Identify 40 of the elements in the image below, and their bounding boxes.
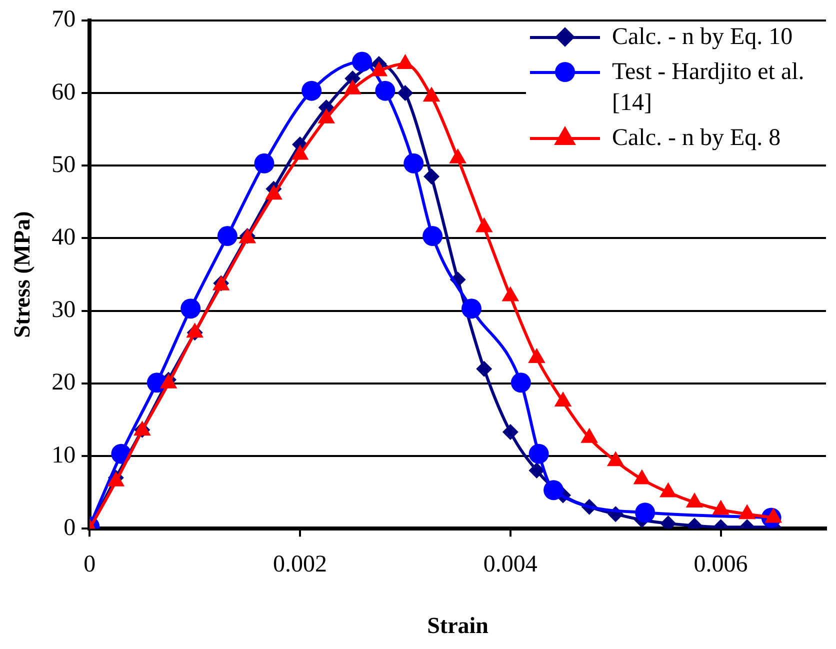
x-tick-label: 0.006 bbox=[694, 551, 748, 578]
point bbox=[254, 153, 274, 174]
point bbox=[633, 469, 651, 484]
point bbox=[764, 508, 782, 523]
legend-label: Calc. - n by Eq. 10 bbox=[612, 24, 793, 50]
point bbox=[422, 226, 443, 246]
point bbox=[424, 168, 440, 184]
point bbox=[397, 85, 414, 101]
legend-label: Calc. - n by Eq. 8 bbox=[612, 125, 781, 151]
point bbox=[635, 502, 656, 523]
point bbox=[738, 504, 756, 520]
point bbox=[404, 153, 424, 174]
point bbox=[606, 451, 624, 466]
x-tick-label: 0.002 bbox=[273, 551, 327, 578]
y-tick-label: 30 bbox=[52, 297, 76, 324]
x-tick-label: 0.004 bbox=[483, 551, 538, 578]
point bbox=[461, 298, 482, 319]
point bbox=[302, 80, 322, 101]
point bbox=[712, 500, 730, 515]
y-tick-label: 20 bbox=[52, 370, 76, 396]
y-tick-label: 40 bbox=[52, 224, 76, 250]
point bbox=[375, 80, 396, 101]
point bbox=[476, 360, 492, 377]
y-tick-label: 50 bbox=[52, 152, 76, 178]
point bbox=[180, 298, 201, 319]
legend-label: Test - Hardjito et al. [14] bbox=[612, 59, 804, 116]
x-tick-label: 0 bbox=[84, 551, 96, 578]
y-tick-label: 60 bbox=[52, 79, 76, 106]
point bbox=[528, 444, 549, 464]
point bbox=[544, 480, 564, 500]
y-tick-label: 0 bbox=[64, 514, 76, 541]
point bbox=[510, 372, 531, 393]
point bbox=[217, 226, 238, 246]
point bbox=[502, 424, 518, 440]
y-tick-label: 70 bbox=[52, 6, 76, 33]
y-tick-label: 10 bbox=[52, 442, 76, 468]
point bbox=[352, 52, 372, 72]
point bbox=[528, 462, 545, 479]
x-axis-title: Strain bbox=[427, 613, 489, 638]
y-axis-title: Stress (MPa) bbox=[10, 211, 35, 338]
